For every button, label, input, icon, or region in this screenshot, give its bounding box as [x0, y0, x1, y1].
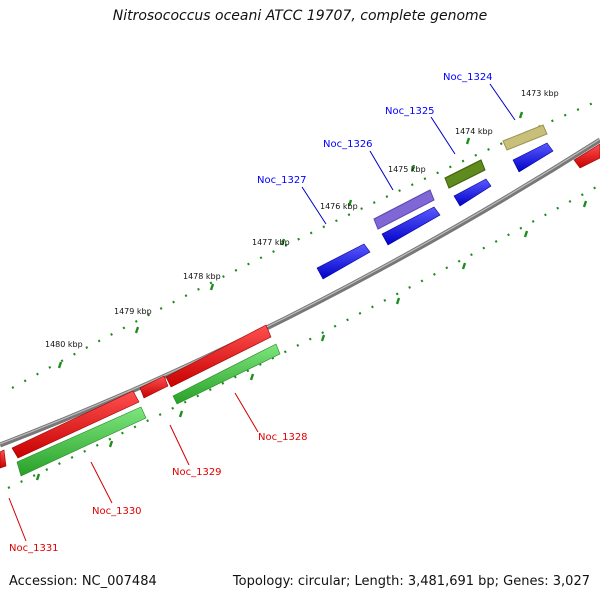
tick-label-1480: 1480 kbp [45, 340, 83, 349]
reverse-label-leaders [8, 392, 259, 542]
map-title: Nitrosococcus oceani ATCC 19707, complet… [112, 8, 488, 24]
cds-forward-1327[interactable] [316, 243, 371, 280]
cds-forward-1326[interactable] [381, 206, 441, 246]
cds-forward-1325[interactable] [453, 178, 492, 207]
inner-major-ticks [35, 200, 588, 481]
forward-label-leaders [301, 83, 516, 225]
tick-label-1474: 1474 kbp [455, 127, 493, 136]
tick-label-1473: 1473 kbp [521, 89, 559, 98]
gene-label-noc-1330[interactable]: Noc_1330 [92, 506, 142, 517]
feature-purple[interactable] [373, 189, 435, 230]
tick-label-1476: 1476 kbp [320, 202, 358, 211]
gene-label-noc-1325[interactable]: Noc_1325 [385, 106, 435, 117]
genome-summary-text: Topology: circular; Length: 3,481,691 bp… [232, 574, 590, 589]
gene-label-noc-1326[interactable]: Noc_1326 [323, 139, 373, 150]
gene-label-noc-1329[interactable]: Noc_1329 [172, 467, 222, 478]
cds-reverse-1328[interactable] [165, 324, 272, 388]
feature-olive[interactable] [444, 159, 486, 189]
cds-reverse-1330[interactable] [11, 390, 140, 459]
gene-label-noc-1324[interactable]: Noc_1324 [443, 72, 493, 83]
cds-forward-1324[interactable] [512, 142, 554, 173]
genome-backbone [0, 137, 600, 448]
tick-label-1478: 1478 kbp [183, 272, 221, 281]
gene-label-noc-1327[interactable]: Noc_1327 [257, 175, 307, 186]
gene-label-noc-1331[interactable]: Noc_1331 [9, 543, 59, 554]
cds-reverse-1329[interactable] [139, 375, 169, 399]
tick-label-1475: 1475 kbp [388, 165, 426, 174]
tick-label-1477: 1477 kbp [252, 238, 290, 247]
cds-reverse-partial-right[interactable] [573, 143, 600, 169]
gene-label-noc-1328[interactable]: Noc_1328 [258, 432, 308, 443]
rna-reverse-1328[interactable] [172, 343, 281, 405]
rna-reverse-1330[interactable] [16, 406, 147, 477]
cds-reverse-1331[interactable] [0, 449, 7, 469]
accession-text: Accession: NC_007484 [9, 574, 157, 589]
outer-major-ticks [57, 111, 524, 369]
feature-khaki[interactable] [502, 124, 548, 151]
tick-label-1479: 1479 kbp [114, 307, 152, 316]
